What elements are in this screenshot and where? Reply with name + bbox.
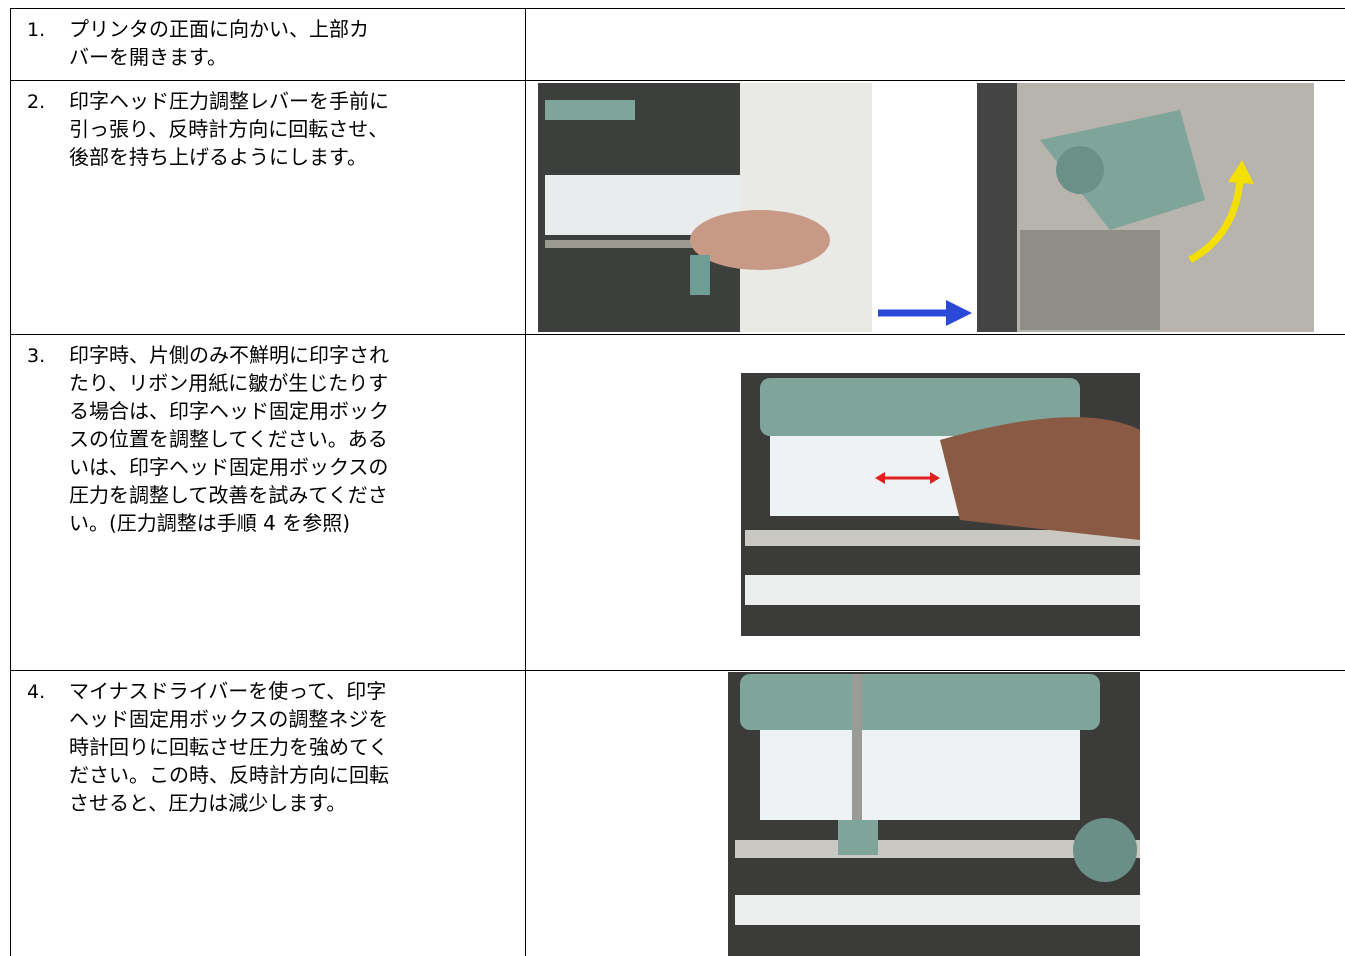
text-line: マイナスドライバーを使って、印字 (69, 679, 387, 703)
text-line: 圧力を調整して改善を試みてくださ (69, 483, 388, 507)
text-line: 時計回りに回転させ圧力を強めてく (69, 735, 389, 759)
step-number: 1. (27, 19, 46, 41)
step-number: 2. (27, 91, 46, 113)
text-cell: 4. マイナスドライバーを使って、印字 ヘッド固定用ボックスの調整ネジを 時計回りに回… (10, 670, 526, 956)
text-line: 引っ張り、反時計方向に回転させ、 (69, 117, 389, 141)
text-line: たり、リボン用紙に皺が生じたりす (69, 371, 389, 395)
text-line: 印字時、片側のみ不鮮明に印字され (69, 343, 389, 367)
text-cell: 1. プリンタの正面に向かい、上部カ バーを開きます。 (10, 8, 526, 81)
step-text: 印字時、片側のみ不鮮明に印字され たり、リボン用紙に皺が生じたりす る場合は、印字ヘ… (69, 341, 389, 537)
text-line: ヘッド固定用ボックスの調整ネジを (69, 707, 389, 731)
text-line: ださい。この時、反時計方向に回転 (69, 763, 389, 787)
text-cell: 2. 印字ヘッド圧力調整レバーを手前に 引っ張り、反時計方向に回転させ、 後部を持ち上… (10, 80, 526, 335)
text-line: 後部を持ち上げるようにします。 (69, 145, 367, 169)
text-line: スの位置を調整してください。ある (69, 427, 388, 451)
text-line: い。(圧力調整は手順 4 を参照) (69, 511, 351, 535)
text-cell: 3. 印字時、片側のみ不鮮明に印字され たり、リボン用紙に皺が生じたりす る場合は、印… (10, 334, 526, 671)
text-line: バーを開きます。 (69, 45, 227, 69)
text-line: させると、圧力は減少します。 (69, 791, 347, 815)
text-line: 印字ヘッド圧力調整レバーを手前に (69, 89, 389, 113)
image-cell (525, 80, 1345, 335)
step-text: マイナスドライバーを使って、印字 ヘッド固定用ボックスの調整ネジを 時計回りに回転さ… (69, 677, 389, 817)
text-line: いは、印字ヘッド固定用ボックスの (69, 455, 389, 479)
step-text: 印字ヘッド圧力調整レバーを手前に 引っ張り、反時計方向に回転させ、 後部を持ち上げる… (69, 87, 389, 171)
step-number: 3. (27, 345, 46, 367)
image-cell (525, 670, 1345, 956)
step-number: 4. (27, 681, 46, 703)
image-cell (525, 334, 1345, 671)
step-text: プリンタの正面に向かい、上部カ バーを開きます。 (69, 15, 369, 71)
image-cell (525, 8, 1345, 81)
text-line: プリンタの正面に向かい、上部カ (69, 17, 369, 41)
text-line: る場合は、印字ヘッド固定用ボック (69, 399, 389, 423)
